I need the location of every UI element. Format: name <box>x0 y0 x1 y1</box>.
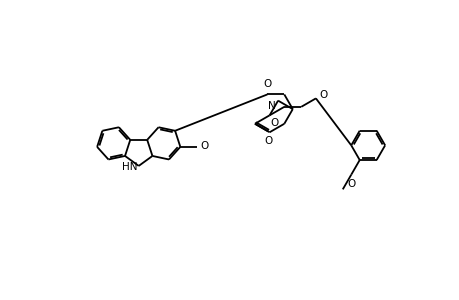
Text: O: O <box>200 141 208 151</box>
Text: O: O <box>318 90 326 100</box>
Text: N: N <box>268 101 275 111</box>
Text: HN: HN <box>122 162 137 172</box>
Text: O: O <box>347 178 355 188</box>
Text: O: O <box>263 79 271 89</box>
Text: O: O <box>270 118 278 128</box>
Text: O: O <box>264 136 273 146</box>
